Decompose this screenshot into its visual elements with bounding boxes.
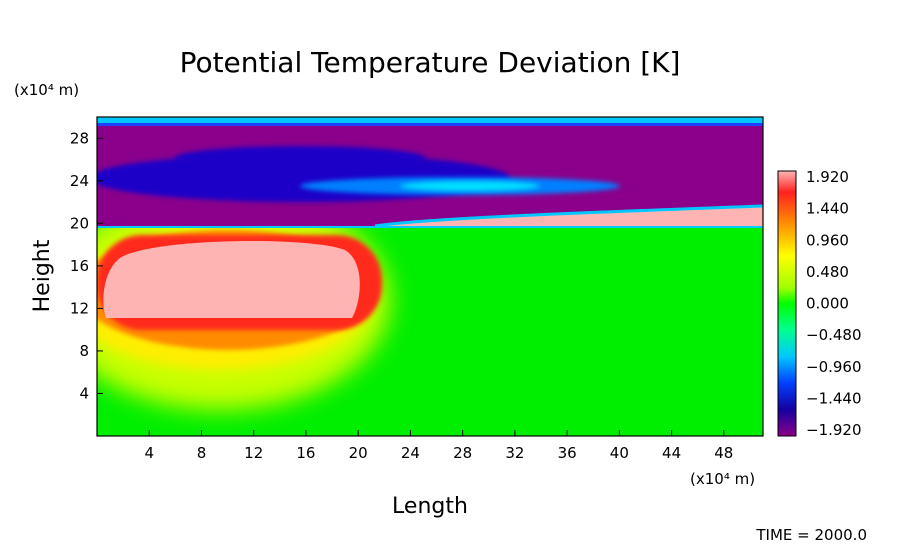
colorbar-label: 1.920 [806, 168, 849, 186]
y-tick-label: 8 [79, 342, 89, 360]
x-tick-label: 12 [244, 444, 263, 462]
x-unit-label: (x10⁴ m) [690, 470, 755, 488]
x-tick-label: 20 [349, 444, 368, 462]
x-tick-label: 36 [558, 444, 577, 462]
x-tick-label: 32 [505, 444, 524, 462]
colorbar-label: 1.440 [806, 200, 849, 218]
plot-frame [96, 116, 764, 437]
x-axis: 4 8 12 16 20 24 28 32 36 40 44 48 [144, 430, 733, 462]
warm-tongue [375, 206, 763, 228]
colorbar-bar [777, 170, 797, 437]
x-tick-label: 28 [453, 444, 472, 462]
y-unit-label: (x10⁴ m) [14, 81, 79, 99]
top-edge-band [97, 117, 763, 123]
top-edge-band-inner [97, 123, 763, 126]
warm-core [103, 240, 360, 318]
y-axis-label: Height [30, 239, 55, 312]
y-tick-label: 28 [70, 129, 89, 147]
x-tick-label: 40 [610, 444, 629, 462]
x-tick-label: 48 [714, 444, 733, 462]
x-tick-label: 44 [662, 444, 681, 462]
y-tick-label: 4 [79, 384, 89, 402]
x-axis-label: Length [392, 494, 468, 519]
colorbar: 1.920 1.440 0.960 0.480 0.000 −0.480 −0.960 −1.… [777, 168, 862, 439]
y-tick-label: 20 [70, 214, 89, 232]
colorbar-label: −1.920 [806, 421, 862, 439]
colorbar-label: −0.480 [806, 326, 862, 344]
y-tick-label: 16 [70, 257, 89, 275]
x-tick-label: 24 [401, 444, 420, 462]
x-tick-label: 4 [144, 444, 154, 462]
colorbar-label: 0.000 [806, 295, 849, 313]
x-tick-label: 8 [197, 444, 207, 462]
y-tick-label: 12 [70, 299, 89, 317]
cold-lens-cyan [400, 181, 540, 191]
warm-tongue-edge [374, 204, 763, 228]
chart-title: Potential Temperature Deviation [K] [180, 46, 681, 79]
y-axis: 4 8 12 16 20 24 28 [70, 129, 103, 402]
plot-area [97, 117, 763, 436]
colorbar-label: 0.480 [806, 263, 849, 281]
x-tick-label: 16 [296, 444, 315, 462]
colorbar-label: −1.440 [806, 389, 862, 407]
colorbar-label: −0.960 [806, 358, 862, 376]
colorbar-label: 0.960 [806, 231, 849, 249]
time-label: TIME = 2000.0 [755, 526, 867, 544]
y-tick-label: 24 [70, 172, 89, 190]
colorbar-labels: 1.920 1.440 0.960 0.480 0.000 −0.480 −0.960 −1.… [806, 168, 862, 439]
cold-lens-upper [175, 146, 425, 170]
